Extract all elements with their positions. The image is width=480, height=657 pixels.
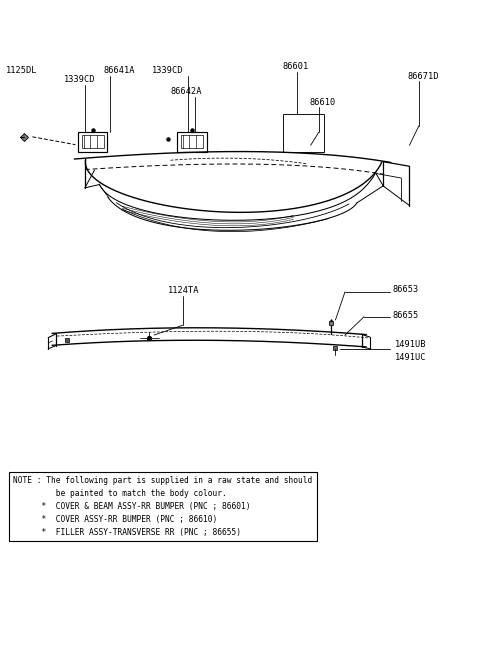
Text: 1124TA: 1124TA	[168, 286, 200, 295]
Text: 1339CD: 1339CD	[63, 76, 95, 84]
Text: 1339CD: 1339CD	[152, 66, 183, 75]
Text: 86642A: 86642A	[171, 87, 202, 96]
Text: 86641A: 86641A	[104, 66, 135, 75]
Text: 1491UC: 1491UC	[395, 353, 427, 362]
Bar	[82, 135, 104, 148]
Bar	[78, 132, 108, 152]
Text: 86655: 86655	[393, 311, 419, 320]
Bar	[177, 132, 206, 152]
Bar	[283, 114, 324, 152]
Text: NOTE : The following part is supplied in a raw state and should
         be pain: NOTE : The following part is supplied in…	[13, 476, 312, 537]
Bar	[181, 135, 203, 148]
Text: 86610: 86610	[309, 99, 336, 107]
Text: 1491UB: 1491UB	[395, 340, 427, 350]
Text: 1125DL: 1125DL	[6, 66, 37, 75]
Text: 86653: 86653	[393, 284, 419, 294]
Text: 86601: 86601	[283, 62, 309, 72]
Text: 86671D: 86671D	[407, 72, 439, 81]
